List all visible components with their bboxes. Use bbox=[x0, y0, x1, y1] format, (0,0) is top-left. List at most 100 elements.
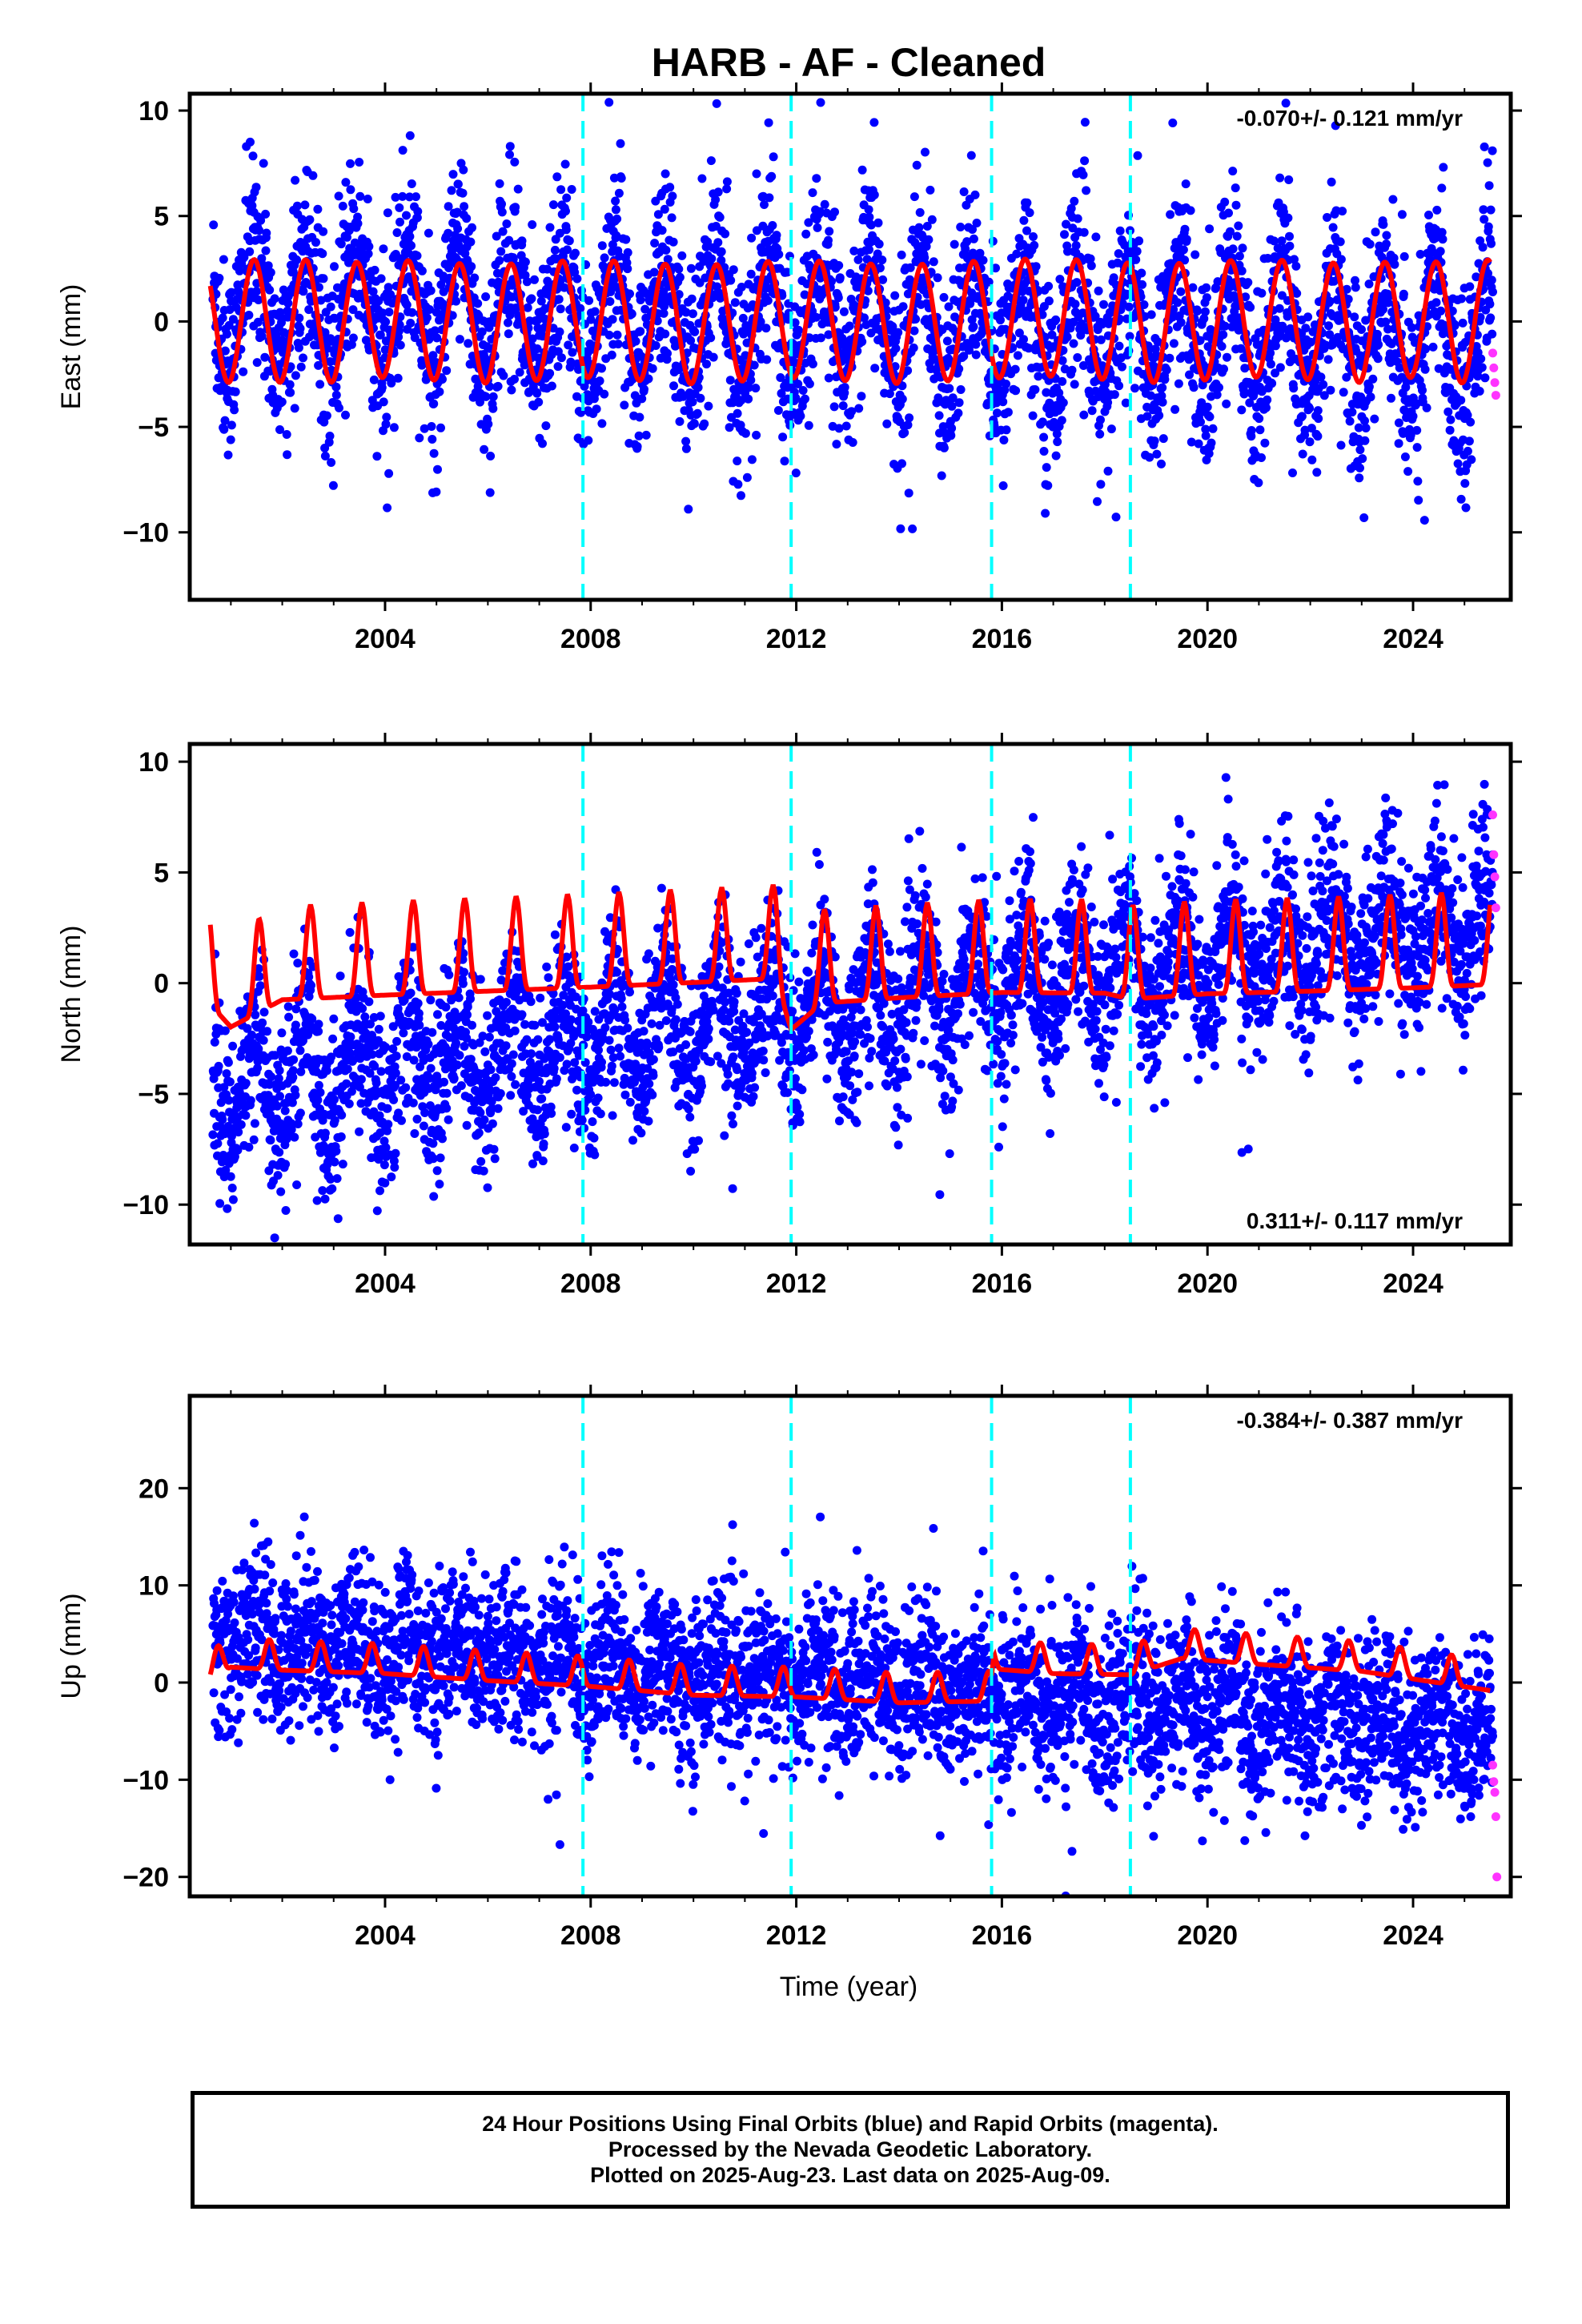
data-point bbox=[452, 1039, 461, 1048]
data-point bbox=[1403, 467, 1413, 476]
data-point bbox=[1235, 251, 1244, 261]
data-point bbox=[970, 190, 980, 199]
data-point bbox=[946, 431, 956, 440]
data-point bbox=[454, 993, 464, 1003]
data-point bbox=[1262, 403, 1271, 412]
data-point bbox=[959, 187, 969, 196]
data-point bbox=[689, 419, 699, 428]
data-point bbox=[429, 399, 439, 408]
data-point bbox=[427, 422, 436, 431]
data-point bbox=[1166, 210, 1175, 219]
data-point bbox=[213, 1139, 223, 1148]
data-point bbox=[760, 200, 769, 209]
data-point bbox=[1062, 332, 1072, 342]
data-point bbox=[815, 207, 825, 216]
data-point bbox=[374, 1024, 383, 1034]
data-point bbox=[824, 235, 833, 245]
data-point bbox=[413, 999, 423, 1008]
data-point bbox=[463, 1002, 472, 1011]
data-point bbox=[796, 412, 805, 420]
data-point bbox=[368, 287, 378, 296]
data-point bbox=[208, 1130, 218, 1140]
data-point bbox=[511, 1080, 520, 1089]
data-point bbox=[897, 394, 907, 404]
data-point bbox=[389, 423, 399, 432]
data-point bbox=[1178, 245, 1188, 255]
data-point bbox=[283, 450, 292, 460]
data-point bbox=[737, 396, 746, 405]
data-point bbox=[954, 408, 963, 418]
data-point bbox=[592, 404, 601, 414]
data-point bbox=[1110, 390, 1119, 400]
data-point bbox=[504, 318, 512, 328]
data-point bbox=[296, 362, 306, 372]
data-point bbox=[1326, 385, 1335, 395]
data-point bbox=[383, 1104, 392, 1113]
data-point bbox=[463, 1010, 472, 1019]
data-point bbox=[834, 261, 844, 270]
data-point bbox=[220, 346, 230, 356]
data-point bbox=[409, 1055, 419, 1065]
data-point bbox=[407, 241, 416, 251]
data-point bbox=[483, 1011, 492, 1020]
data-point bbox=[337, 1111, 347, 1120]
data-point bbox=[1305, 404, 1315, 413]
data-point bbox=[595, 376, 604, 386]
data-point bbox=[674, 290, 684, 300]
data-point bbox=[584, 296, 594, 305]
data-point bbox=[412, 213, 422, 223]
data-point bbox=[1158, 397, 1167, 407]
data-point bbox=[402, 300, 412, 310]
data-point bbox=[290, 404, 299, 413]
data-point bbox=[292, 255, 302, 265]
data-point bbox=[1488, 329, 1497, 339]
data-point bbox=[756, 317, 765, 327]
data-point bbox=[1228, 244, 1238, 254]
data-point bbox=[407, 179, 416, 188]
data-point bbox=[391, 1051, 401, 1061]
data-point bbox=[1266, 360, 1275, 369]
data-point bbox=[414, 1009, 424, 1018]
data-point bbox=[926, 185, 935, 195]
data-point bbox=[538, 439, 547, 448]
data-point bbox=[343, 1064, 352, 1074]
data-point bbox=[292, 201, 302, 211]
data-point bbox=[741, 428, 750, 438]
data-point bbox=[502, 998, 511, 1007]
data-point bbox=[1458, 318, 1468, 328]
data-point bbox=[313, 1096, 323, 1105]
data-point bbox=[636, 327, 645, 336]
data-point bbox=[752, 430, 761, 440]
data-point bbox=[1336, 440, 1346, 450]
data-point bbox=[877, 255, 887, 265]
data-point bbox=[377, 383, 387, 392]
x-tick-label: 2020 bbox=[1177, 624, 1238, 654]
data-point bbox=[1232, 231, 1242, 241]
data-point bbox=[341, 178, 351, 187]
data-point bbox=[975, 248, 985, 258]
data-point bbox=[704, 401, 713, 411]
data-point bbox=[1366, 392, 1375, 402]
data-point bbox=[612, 214, 622, 223]
data-point bbox=[257, 332, 267, 341]
data-point bbox=[777, 388, 786, 398]
data-point bbox=[283, 306, 292, 316]
data-point bbox=[322, 1066, 331, 1076]
data-point bbox=[1461, 503, 1471, 513]
data-point bbox=[346, 185, 355, 195]
data-point bbox=[909, 326, 919, 336]
data-point bbox=[460, 202, 469, 211]
data-point bbox=[257, 254, 267, 263]
data-point bbox=[1361, 424, 1371, 432]
data-point bbox=[968, 225, 977, 234]
data-point bbox=[604, 330, 614, 340]
data-point bbox=[845, 321, 854, 331]
data-point bbox=[452, 1060, 462, 1070]
data-point bbox=[275, 1148, 284, 1157]
data-point bbox=[648, 364, 657, 373]
data-point bbox=[504, 329, 513, 339]
data-point bbox=[1191, 250, 1200, 259]
data-point bbox=[1080, 118, 1090, 127]
data-point bbox=[1431, 298, 1441, 308]
data-point bbox=[616, 174, 626, 183]
